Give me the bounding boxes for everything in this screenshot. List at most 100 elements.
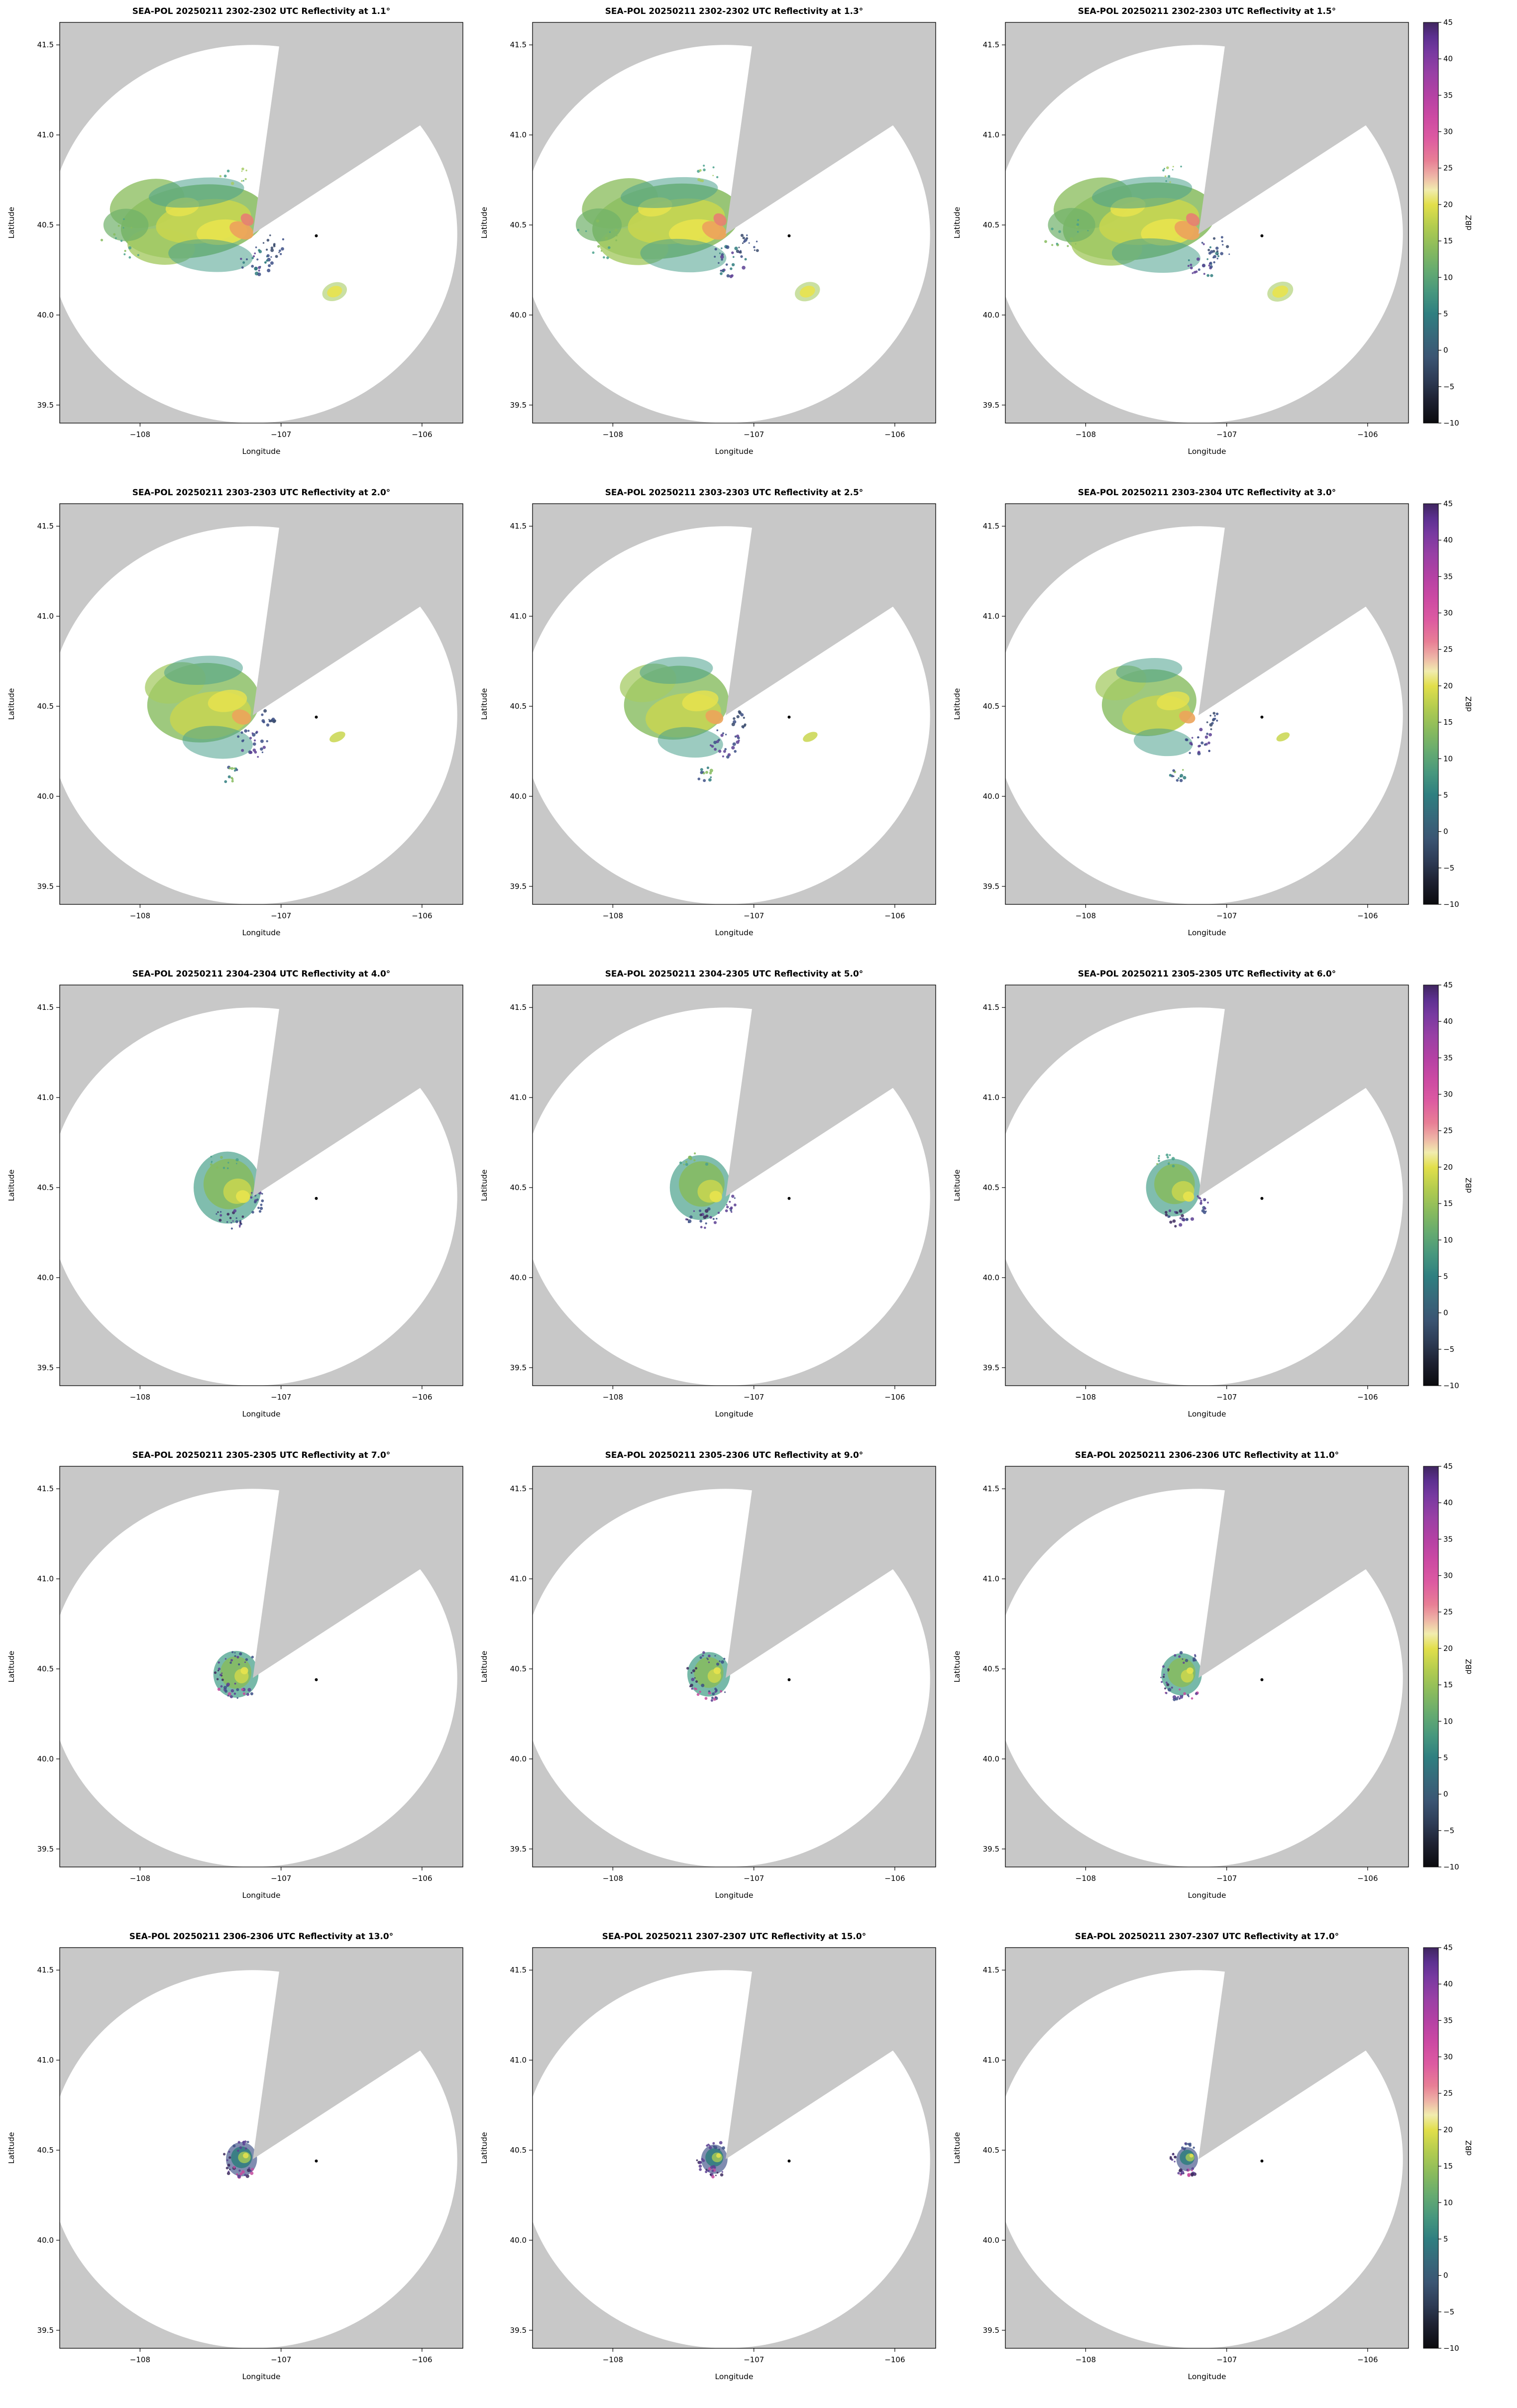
colorbar-tick-label: 20 [1443,2125,1453,2134]
y-tick-label: 40.0 [983,311,999,320]
x-axis-label: Longitude [242,447,280,456]
colorbar-tick-label: 5 [1443,2235,1448,2244]
plot-frame [1005,22,1409,424]
y-tick-label: 40.0 [37,2236,54,2245]
x-axis-label: Longitude [715,1410,753,1419]
y-tick-label: 40.0 [983,792,999,801]
colorbar-tick-label: −10 [1443,419,1459,428]
x-axis-label: Longitude [242,1410,280,1419]
colorbar-tick-label: −10 [1443,2344,1459,2353]
y-axis-label: Latitude [953,1651,962,1683]
x-tick-label: −108 [1076,1393,1096,1402]
colorbar-tick-label: 15 [1443,1680,1453,1689]
colorbar-tick-label: 45 [1443,18,1453,27]
x-axis-label: Longitude [715,928,753,937]
radar-panel: SEA-POL 20250211 2303-2304 UTC Reflectiv… [953,488,1409,937]
y-tick-label: 41.5 [37,1966,54,1974]
colorbar-tick-label: −10 [1443,1862,1459,1871]
y-tick-label: 39.5 [510,882,527,891]
radar-panel: SEA-POL 20250211 2302-2302 UTC Reflectiv… [480,6,936,456]
y-tick-label: 39.5 [37,1845,54,1854]
colorbar-tick-label: 35 [1443,572,1453,581]
y-tick-label: 41.0 [983,1093,999,1102]
x-tick-label: −106 [1357,1393,1378,1402]
y-tick-label: 40.0 [510,2236,527,2245]
colorbar-tick-label: 30 [1443,2053,1453,2062]
echo-field [620,657,818,782]
y-tick-label: 40.0 [37,1754,54,1763]
site-marker-dot [315,234,318,237]
colorbar-tick-label: 40 [1443,54,1453,63]
y-tick-label: 41.0 [510,2056,527,2065]
x-tick-label: −107 [1216,430,1237,439]
colorbar-gradient [1423,1466,1439,1867]
x-tick-label: −107 [271,1874,291,1883]
y-axis-label: Latitude [480,688,489,720]
colorbar-tick-label: 40 [1443,1498,1453,1507]
colorbar-label: dBZ [1464,2140,1473,2156]
colorbar: −10 −5 0 5 10 15 20 25 30 35 40 45 dBZ [1423,1462,1473,1871]
plot-frame [532,503,936,905]
panel-title: SEA-POL 20250211 2306-2306 UTC Reflectiv… [1075,1450,1339,1460]
plot-area [1005,985,1409,1386]
y-tick-label: 39.5 [510,401,527,410]
colorbar-tick-label: 30 [1443,609,1453,618]
x-axis-label: Longitude [1188,1891,1226,1900]
y-tick-label: 41.0 [37,2056,54,2065]
y-tick-label: 40.0 [37,1273,54,1282]
y-axis-label: Latitude [480,1651,489,1683]
blocked-sector-wedge [1198,504,1409,716]
plot-frame [1005,503,1409,905]
colorbar-tick-label: 10 [1443,1235,1453,1244]
y-tick-label: 41.5 [37,1484,54,1493]
x-axis-label: Longitude [1188,1410,1226,1419]
site-marker-dot [787,1678,791,1681]
plot-frame [59,503,463,905]
radar-panel: SEA-POL 20250211 2305-2305 UTC Reflectiv… [7,1450,463,1900]
plot-area [533,985,936,1386]
panel-row: SEA-POL 20250211 2305-2305 UTC Reflectiv… [0,1444,1517,1925]
x-tick-label: −108 [1076,2355,1096,2364]
plot-frame [532,22,936,424]
x-tick-label: −106 [412,1874,432,1883]
colorbar-gradient [1423,1947,1439,2349]
y-tick-label: 39.5 [510,2326,527,2335]
panel-row: SEA-POL 20250211 2306-2306 UTC Reflectiv… [0,1925,1517,2407]
echo-field [194,1151,264,1230]
panel-title: SEA-POL 20250211 2307-2307 UTC Reflectiv… [602,1932,866,1942]
colorbar-tick-label: 25 [1443,2089,1453,2098]
x-tick-label: −108 [130,430,150,439]
x-tick-label: −106 [1357,911,1378,920]
plot-area [60,1466,463,1867]
y-tick-label: 40.5 [983,702,999,711]
colorbar-tick-label: 35 [1443,91,1453,100]
colorbar-tick-label: 30 [1443,127,1453,136]
y-tick-label: 39.5 [983,882,999,891]
blocked-sector-wedge [1198,985,1409,1197]
y-tick-label: 40.5 [983,2146,999,2155]
blocked-sector-wedge [726,22,936,234]
colorbar: −10 −5 0 5 10 15 20 25 30 35 40 45 dBZ [1423,981,1473,1390]
x-axis-label: Longitude [242,2372,280,2381]
y-tick-label: 40.5 [37,702,54,711]
echo-field [223,2140,257,2179]
blocked-sector-wedge [253,1948,463,2160]
y-axis-label: Latitude [953,207,962,239]
colorbar-tick-label: 35 [1443,1534,1453,1543]
x-tick-label: −108 [1076,430,1096,439]
radar-panel: SEA-POL 20250211 2305-2305 UTC Reflectiv… [953,969,1409,1419]
echo-field [669,1152,737,1229]
y-tick-label: 39.5 [983,2326,999,2335]
plot-area [1005,22,1409,423]
echo-field [1044,165,1294,302]
colorbar-tick-label: 20 [1443,1163,1453,1172]
colorbar-tick-label: 15 [1443,2162,1453,2171]
echo-field [1146,1153,1209,1228]
echo-field [1095,658,1290,782]
y-tick-label: 40.5 [510,2146,527,2155]
colorbar-tick-label: −5 [1443,382,1454,391]
panel-title: SEA-POL 20250211 2303-2303 UTC Reflectiv… [132,488,391,498]
y-tick-label: 41.5 [510,40,527,49]
blocked-sector-wedge [253,1466,463,1678]
colorbar-tick-label: 40 [1443,1979,1453,1988]
